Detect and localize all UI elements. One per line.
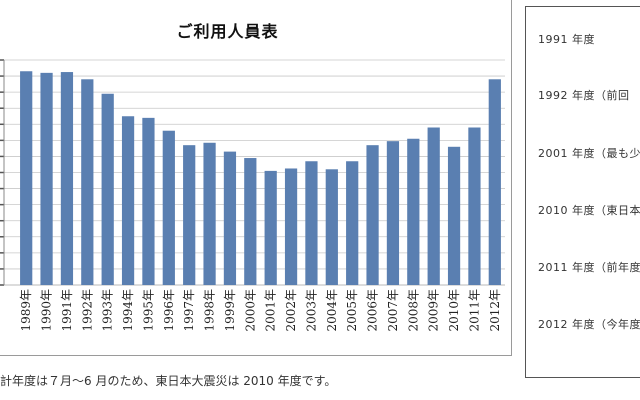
x-tick-label: 1992年 (80, 289, 94, 332)
x-tick-label: 2009年 (427, 289, 441, 332)
bar-1990年 (40, 72, 53, 285)
side-item-1992: 1992 年度（前回 (538, 89, 630, 102)
bar-2010年 (447, 146, 461, 285)
bar-2004年 (325, 169, 338, 285)
x-tick-label: 2008年 (406, 289, 420, 332)
bar-chart: 1989年 1990年 1991年 1992年 1993年 1994年 1995年 1996年… (0, 59, 505, 332)
x-tick-label: 1996年 (162, 289, 176, 332)
x-tick-label: 1995年 (141, 289, 155, 332)
bar-1996年 (162, 130, 175, 285)
x-tick-label: 1993年 (101, 289, 115, 332)
side-item-2010: 2010 年度（東日本 (538, 204, 640, 217)
side-item-1991: 1991 年度 (538, 33, 595, 46)
x-tick-label: 1991年 (60, 289, 74, 332)
bar-2000年 (244, 158, 257, 285)
side-panel: 1991 年度 1992 年度（前回 2001 年度（最も少 2010 年度（東… (525, 6, 640, 378)
bar-1995年 (142, 117, 155, 285)
chart-title: ご利用人員表 (176, 22, 279, 41)
x-tick-label: 2012年 (488, 289, 502, 332)
bar-1993年 (101, 93, 114, 285)
x-tick-label: 1998年 (203, 289, 217, 332)
bar-2001年 (264, 170, 277, 285)
bar-1997年 (183, 145, 196, 285)
x-tick-label: 1997年 (182, 289, 196, 332)
bar-2012年 (488, 79, 501, 286)
footnote: 計年度は７月～6 月のため、東日本大震災は 2010 年度です。 (0, 374, 337, 388)
bar-1999年 (223, 151, 237, 285)
bar-1991年 (60, 72, 74, 285)
x-tick-label: 1990年 (40, 289, 54, 332)
x-tick-label: 1994年 (121, 289, 135, 332)
x-tick-label: 2000年 (243, 289, 257, 332)
bar-2006年 (366, 145, 379, 285)
x-tick-label: 2005年 (345, 289, 359, 332)
x-tick-label: 2011年 (467, 289, 481, 332)
side-item-2001: 2001 年度（最も少 (538, 147, 640, 160)
chart-frame (0, 0, 512, 356)
bar-2002年 (284, 168, 298, 285)
bars (20, 71, 501, 286)
bar-2008年 (407, 138, 420, 285)
x-tick-label: 2010年 (447, 289, 461, 332)
x-tick-label: 1989年 (19, 289, 33, 332)
bar-2009年 (427, 127, 440, 285)
bar-1992年 (81, 79, 94, 286)
side-item-2012: 2012 年度（今年度 (538, 318, 640, 331)
bar-1989年 (20, 71, 33, 285)
x-tick-label: 1999年 (223, 289, 237, 332)
bar-1994年 (121, 116, 135, 285)
x-tick-label: 2007年 (386, 289, 400, 332)
x-tick-label: 2006年 (366, 289, 380, 332)
x-tick-labels: 1989年 1990年 1991年 1992年 1993年 1994年 1995年 1996年… (19, 289, 502, 332)
bar-1998年 (203, 142, 216, 285)
side-item-2011: 2011 年度（前年度 (538, 261, 640, 274)
x-tick-label: 2001年 (264, 289, 278, 332)
bar-2011年 (468, 127, 481, 285)
x-tick-label: 2004年 (325, 289, 339, 332)
bar-2003年 (305, 161, 318, 285)
x-tick-label: 2003年 (304, 289, 318, 332)
x-tick-label: 2002年 (284, 289, 298, 332)
bar-2007年 (386, 141, 400, 285)
bar-2005年 (346, 161, 359, 285)
